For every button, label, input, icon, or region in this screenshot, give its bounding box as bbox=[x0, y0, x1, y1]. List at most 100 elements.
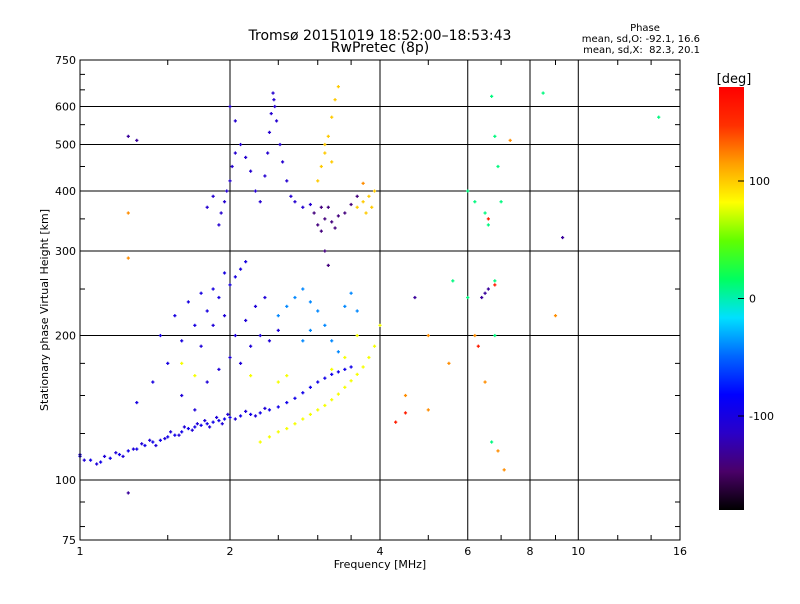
data-point bbox=[258, 200, 262, 204]
data-point bbox=[211, 323, 215, 327]
data-point bbox=[217, 223, 221, 227]
data-point bbox=[490, 440, 494, 444]
data-point bbox=[426, 408, 430, 412]
data-point bbox=[249, 344, 253, 348]
data-point bbox=[173, 433, 177, 437]
y-tick-label: 200 bbox=[55, 330, 76, 343]
data-point bbox=[238, 142, 243, 147]
data-point bbox=[486, 287, 490, 291]
data-point bbox=[486, 223, 490, 227]
data-point bbox=[289, 194, 293, 198]
data-point bbox=[336, 370, 340, 374]
data-point bbox=[95, 462, 99, 466]
data-points bbox=[78, 85, 661, 495]
data-point bbox=[499, 200, 503, 204]
data-point bbox=[258, 440, 262, 444]
data-point bbox=[280, 160, 285, 164]
x-tick-label: 2 bbox=[227, 545, 234, 558]
data-point bbox=[205, 309, 209, 313]
data-point bbox=[316, 179, 320, 183]
data-point bbox=[220, 422, 224, 426]
data-point bbox=[217, 367, 221, 372]
colorbar: [deg] 100 0 -100 bbox=[717, 72, 774, 510]
data-point bbox=[285, 374, 289, 378]
data-point bbox=[225, 189, 229, 193]
data-point bbox=[278, 142, 282, 147]
data-point bbox=[330, 372, 334, 376]
data-point bbox=[293, 200, 297, 204]
data-point bbox=[180, 361, 184, 365]
data-point bbox=[293, 422, 297, 426]
colorbar-tick-label: 0 bbox=[749, 293, 756, 306]
data-point bbox=[230, 164, 234, 169]
data-point bbox=[211, 420, 215, 424]
data-point bbox=[193, 374, 197, 378]
x-tick-label: 8 bbox=[527, 545, 534, 558]
data-point bbox=[228, 104, 232, 109]
data-point bbox=[238, 267, 243, 271]
data-point bbox=[199, 291, 203, 295]
data-point bbox=[269, 111, 273, 116]
data-point bbox=[372, 189, 377, 193]
data-point bbox=[205, 422, 209, 426]
data-point bbox=[169, 430, 173, 434]
data-point bbox=[140, 442, 144, 446]
axes: 1 2 4 6 8 10 16 75 100 200 300 400 500 600 750 bbox=[55, 54, 687, 558]
data-point bbox=[263, 174, 267, 178]
colorbar-tick-label: 100 bbox=[749, 175, 770, 188]
data-point bbox=[166, 435, 170, 439]
data-point bbox=[308, 385, 313, 389]
data-point bbox=[226, 412, 230, 417]
data-point bbox=[483, 211, 487, 215]
data-point bbox=[496, 164, 500, 169]
data-point bbox=[323, 142, 327, 147]
data-point bbox=[233, 417, 237, 421]
data-point bbox=[233, 151, 237, 155]
data-point bbox=[88, 458, 93, 462]
data-point bbox=[258, 333, 262, 338]
data-point bbox=[308, 328, 313, 332]
x-tick-label: 10 bbox=[571, 545, 585, 558]
x-tick-label: 16 bbox=[673, 545, 687, 558]
data-point bbox=[293, 396, 297, 400]
y-tick-label: 300 bbox=[55, 245, 76, 258]
data-point bbox=[276, 328, 280, 332]
data-point bbox=[158, 333, 163, 338]
data-point bbox=[271, 91, 275, 95]
data-point bbox=[180, 393, 184, 398]
data-point bbox=[367, 194, 371, 198]
data-point bbox=[272, 98, 276, 102]
data-point bbox=[267, 339, 272, 343]
data-point bbox=[276, 380, 280, 384]
data-point bbox=[480, 295, 484, 300]
data-point bbox=[541, 91, 545, 95]
data-point bbox=[228, 283, 232, 287]
data-point bbox=[102, 454, 107, 459]
data-point bbox=[476, 344, 480, 348]
data-point bbox=[323, 376, 327, 380]
data-point bbox=[447, 361, 451, 365]
data-point bbox=[413, 295, 417, 300]
data-point bbox=[349, 365, 353, 369]
data-point bbox=[276, 405, 280, 409]
data-point bbox=[466, 189, 470, 193]
data-point bbox=[319, 229, 323, 233]
data-point bbox=[244, 155, 248, 160]
data-point bbox=[173, 314, 177, 318]
data-point bbox=[158, 438, 163, 442]
data-point bbox=[267, 435, 272, 439]
data-point bbox=[330, 367, 334, 372]
data-point bbox=[301, 339, 305, 343]
data-point bbox=[293, 295, 297, 300]
data-point bbox=[553, 314, 558, 318]
data-point bbox=[266, 151, 270, 155]
data-point bbox=[301, 417, 305, 421]
data-point bbox=[355, 333, 359, 338]
data-point bbox=[323, 217, 327, 221]
data-point bbox=[364, 211, 368, 215]
data-point bbox=[336, 350, 340, 354]
data-point bbox=[126, 211, 130, 215]
y-tick-label: 75 bbox=[62, 534, 76, 547]
data-point bbox=[233, 275, 237, 279]
data-point bbox=[378, 323, 382, 327]
